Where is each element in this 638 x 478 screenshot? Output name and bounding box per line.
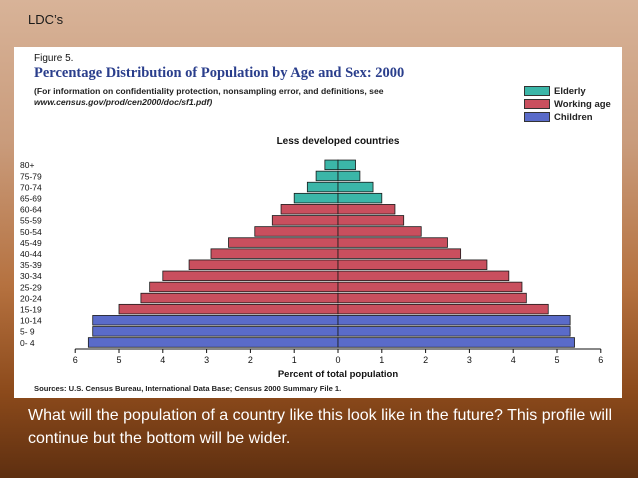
bar-left-65-69 xyxy=(293,192,339,204)
age-label: 75-79 xyxy=(20,171,42,181)
age-labels-layer: 0- 45- 910-14 15-1920-2425-2930-3435-3940… xyxy=(20,160,42,348)
bar-left-10-14 xyxy=(92,315,339,326)
legend-label-elderly: Elderly xyxy=(554,85,586,97)
legend-swatch-elderly xyxy=(524,86,550,96)
x-tick-label: 3 xyxy=(467,355,472,365)
x-axis-label: Percent of total population xyxy=(278,369,399,380)
x-tick-label: 4 xyxy=(160,355,165,365)
figure-note: (For information on confidentiality prot… xyxy=(34,86,464,108)
bar-right-0-4 xyxy=(337,337,575,348)
x-tick-label: 5 xyxy=(116,355,121,365)
bar-left-35-39 xyxy=(188,259,339,270)
bar-left-55-59 xyxy=(271,215,339,226)
bar-left-15-19 xyxy=(118,303,339,315)
bar-right-70-74 xyxy=(337,181,374,193)
x-axis: 6 5 4 3 2 1 0 1 2 3 4 5 6 xyxy=(73,348,603,365)
bar-right-75-79 xyxy=(337,170,361,182)
bar-right-15-19 xyxy=(337,303,549,315)
population-pyramid-chart: Less developed countries 0- 45- 910-1415… xyxy=(20,136,603,380)
x-tick-label: 1 xyxy=(292,355,297,365)
legend-item-working-age: Working age xyxy=(524,98,611,110)
figure-card: Figure 5. Percentage Distribution of Pop… xyxy=(14,47,622,398)
bar-right-40-44 xyxy=(337,248,462,259)
bar-right-65-69 xyxy=(337,192,383,204)
bar-left-45-49 xyxy=(228,237,339,248)
legend-label-children: Children xyxy=(554,111,593,123)
bar-right-55-59 xyxy=(337,215,405,226)
bar-left-50-54 xyxy=(254,226,339,237)
bar-left-20-24 xyxy=(140,292,339,304)
legend-item-elderly: Elderly xyxy=(524,85,611,97)
legend-label-working-age: Working age xyxy=(554,98,611,110)
bar-right-50-54 xyxy=(337,226,422,237)
x-tick-label: 3 xyxy=(204,355,209,365)
chart-title: Less developed countries xyxy=(277,136,400,147)
legend-swatch-children xyxy=(524,112,550,122)
x-tick-label: 6 xyxy=(73,355,78,365)
age-label: 25-29 xyxy=(20,282,42,292)
bar-left-0-4 xyxy=(87,337,339,348)
figure-note-text: (For information on confidentiality prot… xyxy=(34,86,384,96)
bar-right-80+ xyxy=(337,159,356,171)
legend-swatch-working-age xyxy=(524,99,550,109)
age-label: 55-59 xyxy=(20,216,42,226)
bars-layer xyxy=(87,159,575,348)
bar-right-45-49 xyxy=(337,237,448,248)
x-tick-label: 6 xyxy=(598,355,603,365)
bar-left-25-29 xyxy=(149,281,339,293)
bar-left-60-64 xyxy=(280,204,339,215)
bar-right-10-14 xyxy=(337,315,571,326)
bar-right-35-39 xyxy=(337,259,488,270)
age-label: 10-14 xyxy=(20,316,42,326)
age-label: 20-24 xyxy=(20,293,42,303)
slide-title: LDC’s xyxy=(28,12,64,27)
x-tick-label: 2 xyxy=(423,355,428,365)
age-label: 45-49 xyxy=(20,238,42,248)
age-label: 15-19 xyxy=(20,304,42,314)
x-tick-label: 4 xyxy=(511,355,516,365)
figure-label: Figure 5. xyxy=(34,53,74,64)
bar-left-70-74 xyxy=(306,181,339,193)
bar-right-20-24 xyxy=(337,292,527,304)
age-label: 60-64 xyxy=(20,205,42,215)
x-tick-label: 2 xyxy=(248,355,253,365)
age-label: 50-54 xyxy=(20,227,42,237)
age-label: 35-39 xyxy=(20,260,42,270)
age-label: 0- 4 xyxy=(20,338,35,348)
bar-right-60-64 xyxy=(337,204,396,215)
bar-left-30-34 xyxy=(162,270,339,282)
age-label: 65-69 xyxy=(20,193,42,203)
age-label: 70-74 xyxy=(20,182,42,192)
bar-right-30-34 xyxy=(337,270,510,282)
bar-left-5-9 xyxy=(92,326,339,337)
age-label: 5- 9 xyxy=(20,327,35,337)
chart-legend: Elderly Working age Children xyxy=(524,85,611,124)
bar-left-80+ xyxy=(324,159,339,171)
age-label: 30-34 xyxy=(20,271,42,281)
figure-sources: Sources: U.S. Census Bureau, Internation… xyxy=(34,384,342,393)
bar-left-75-79 xyxy=(315,170,339,182)
discussion-question: What will the population of a country li… xyxy=(28,407,612,447)
x-tick-label: 0 xyxy=(335,355,340,365)
age-label: 40-44 xyxy=(20,249,42,259)
bar-left-40-44 xyxy=(210,248,339,259)
x-tick-label: 5 xyxy=(554,355,559,365)
legend-item-children: Children xyxy=(524,111,611,123)
age-label: 80+ xyxy=(20,160,34,170)
figure-title: Percentage Distribution of Population by… xyxy=(34,65,405,81)
figure-note-url: www.census.gov/prod/cen2000/doc/sf1.pdf) xyxy=(34,97,213,107)
bar-right-5-9 xyxy=(337,326,571,337)
bar-right-25-29 xyxy=(337,281,523,293)
x-tick-label: 1 xyxy=(379,355,384,365)
